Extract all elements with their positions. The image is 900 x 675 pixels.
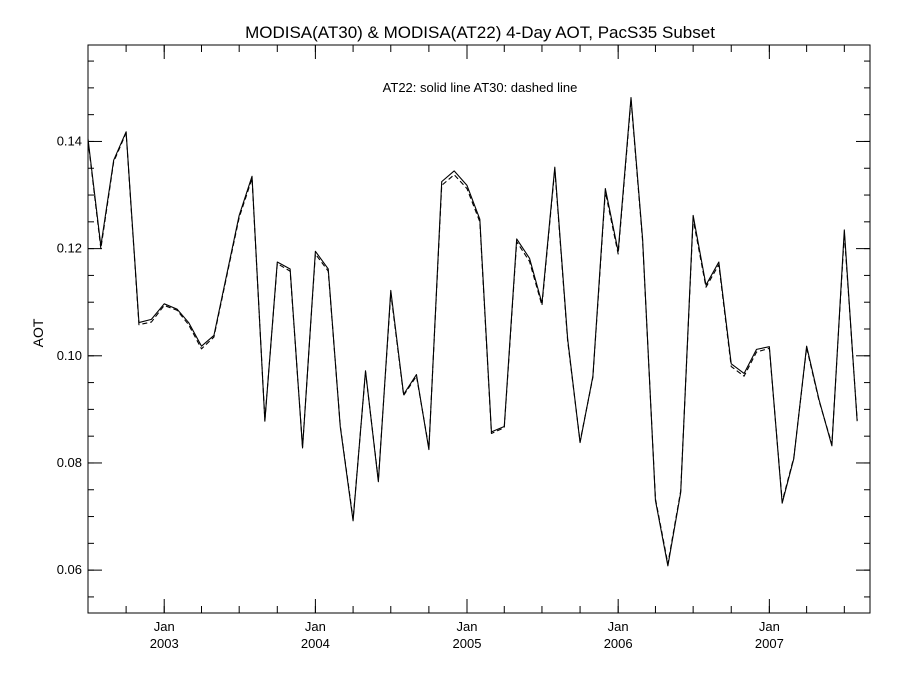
y-tick-label: 0.08 bbox=[57, 455, 82, 470]
chart-title: MODISA(AT30) & MODISA(AT22) 4-Day AOT, P… bbox=[245, 23, 715, 42]
series-line-at30 bbox=[87, 99, 858, 565]
x-tick-label-year: 2005 bbox=[453, 636, 482, 651]
x-tick-label-year: 2004 bbox=[301, 636, 330, 651]
plot-area-frame bbox=[87, 44, 871, 614]
y-tick-label: 0.14 bbox=[57, 133, 82, 148]
x-tick-label-month: Jan bbox=[305, 619, 326, 634]
x-tick-label-year: 2003 bbox=[150, 636, 179, 651]
x-tick-label-month: Jan bbox=[759, 619, 780, 634]
x-tick-label-year: 2006 bbox=[604, 636, 633, 651]
y-axis-label: AOT bbox=[30, 318, 46, 347]
series-lines bbox=[87, 96, 858, 567]
x-tick-label-month: Jan bbox=[457, 619, 478, 634]
x-tick-label-month: Jan bbox=[608, 619, 629, 634]
series-line-at22 bbox=[87, 96, 858, 567]
chart-annotation: AT22: solid line AT30: dashed line bbox=[383, 80, 578, 95]
y-tick-label: 0.06 bbox=[57, 562, 82, 577]
y-tick-label: 0.12 bbox=[57, 241, 82, 256]
y-tick-label: 0.10 bbox=[57, 348, 82, 363]
axis-ticks: 0.06 0.08 0.10 0.12 0.14 Jan 2003 Jan 2004 Jan 200… bbox=[57, 45, 870, 651]
x-tick-label-year: 2007 bbox=[755, 636, 784, 651]
x-tick-label-month: Jan bbox=[154, 619, 175, 634]
